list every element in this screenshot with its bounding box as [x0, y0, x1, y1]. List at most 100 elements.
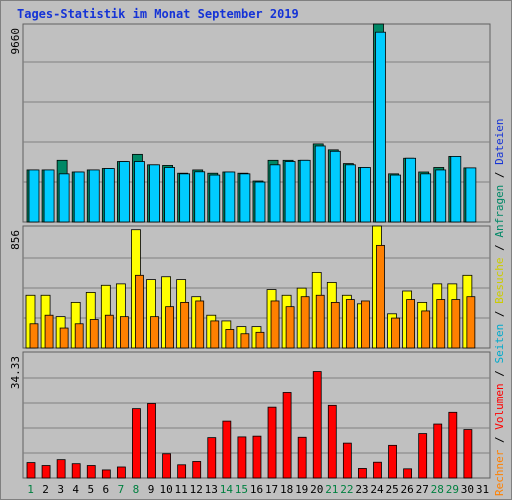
bar-rechner: [451, 299, 461, 349]
bar-rechner: [180, 301, 190, 349]
x-tick-label: 22: [340, 483, 353, 496]
x-tick-label: 25: [385, 483, 398, 496]
x-tick-label: 19: [295, 483, 308, 496]
bar-dateien: [103, 168, 115, 223]
x-tick-label: 23: [355, 483, 368, 496]
bar-dateien: [209, 174, 221, 223]
bar-rechner: [240, 333, 250, 349]
legend-volumen: Volumen: [493, 383, 506, 429]
bar-volumen: [41, 465, 51, 479]
bar-rechner: [29, 323, 39, 349]
x-tick-label: 29: [446, 483, 459, 496]
x-tick-label: 31: [476, 483, 489, 496]
bar-rechner: [391, 317, 400, 349]
x-tick-label: 28: [431, 483, 444, 496]
bar-rechner: [436, 299, 446, 349]
bar-volumen: [116, 466, 126, 479]
bar-dateien: [149, 164, 160, 223]
legend-separator: /: [493, 364, 506, 384]
bar-dateien: [269, 164, 281, 223]
x-tick-label: 13: [205, 483, 218, 496]
bar-rechner: [59, 327, 69, 349]
x-tick-label: 30: [461, 483, 474, 496]
x-tick-label: 1: [27, 483, 34, 496]
bar-volumen: [267, 406, 277, 479]
x-tick-label: 12: [190, 483, 203, 496]
bar-dateien: [194, 171, 206, 223]
legend-separator: /: [493, 238, 506, 258]
bar-rechner: [210, 320, 220, 349]
x-tick-label: 14: [220, 483, 234, 496]
x-tick-label: 6: [103, 483, 110, 496]
bar-rechner: [195, 300, 205, 349]
bar-dateien: [28, 169, 40, 223]
bar-volumen: [86, 465, 96, 479]
legend-rechner: Rechner: [493, 449, 506, 496]
x-tick-label: 18: [280, 483, 293, 496]
x-tick-label: 24: [370, 483, 384, 496]
x-tick-label: 3: [57, 483, 64, 496]
bar-dateien: [43, 169, 55, 223]
bar-volumen: [327, 404, 337, 479]
bar-volumen: [207, 437, 217, 479]
bar-dateien: [239, 173, 251, 223]
x-tick-label: 26: [401, 483, 414, 496]
bar-dateien: [405, 157, 417, 223]
x-tick-label: 16: [250, 483, 263, 496]
bar-dateien: [284, 161, 296, 223]
bar-volumen: [388, 444, 397, 479]
x-tick-label: 11: [175, 483, 188, 496]
x-tick-label: 9: [148, 483, 155, 496]
bar-volumen: [237, 436, 247, 479]
bar-dateien: [88, 169, 100, 223]
legend-group: Rechner / Volumen / Seiten / Besuche / A…: [493, 118, 506, 496]
bar-dateien: [390, 174, 401, 223]
legend-separator: /: [493, 430, 506, 450]
bar-volumen: [222, 420, 232, 479]
bar-volumen: [358, 468, 367, 479]
bar-rechner: [406, 299, 416, 349]
bar-volumen: [252, 435, 262, 479]
legend-separator: /: [493, 165, 506, 185]
bar-dateien: [420, 173, 432, 223]
y-axis-max-label: 856: [9, 230, 22, 250]
bar-rechner: [361, 300, 370, 349]
bar-rechner: [150, 316, 159, 349]
bar-rechner: [421, 310, 431, 349]
bar-dateien: [73, 171, 85, 223]
bar-rechner: [285, 306, 295, 349]
bar-volumen: [132, 408, 141, 479]
legend-dateien: Dateien: [493, 118, 506, 164]
bar-volumen: [342, 442, 352, 479]
x-tick-label: 7: [118, 483, 125, 496]
bar-dateien: [375, 31, 386, 223]
bar-rechner: [300, 296, 310, 349]
bar-rechner: [44, 314, 54, 349]
bar-volumen: [433, 423, 443, 479]
bar-rechner: [104, 314, 114, 349]
x-tick-label: 5: [87, 483, 94, 496]
bar-dateien: [360, 167, 371, 223]
bar-dateien: [254, 181, 266, 223]
bar-rechner: [466, 296, 476, 349]
y-axis-max-label: 34.33: [9, 356, 22, 389]
bar-volumen: [297, 436, 307, 479]
page-title: Tages-Statistik im Monat September 2019: [17, 7, 299, 21]
x-tick-label: 27: [416, 483, 429, 496]
legend-anfragen: Anfragen: [493, 185, 506, 238]
bar-volumen: [373, 461, 382, 479]
bar-volumen: [56, 459, 66, 479]
bar-volumen: [71, 463, 81, 479]
bar-volumen: [418, 433, 428, 479]
bar-dateien: [435, 169, 447, 223]
bar-dateien: [299, 159, 311, 223]
bar-dateien: [58, 173, 70, 223]
bar-rechner: [135, 274, 144, 349]
bar-rechner: [376, 244, 385, 349]
bar-rechner: [89, 319, 99, 349]
x-tick-label: 8: [133, 483, 140, 496]
bar-volumen: [282, 392, 292, 479]
bar-volumen: [26, 462, 36, 479]
bar-rechner: [225, 329, 235, 349]
